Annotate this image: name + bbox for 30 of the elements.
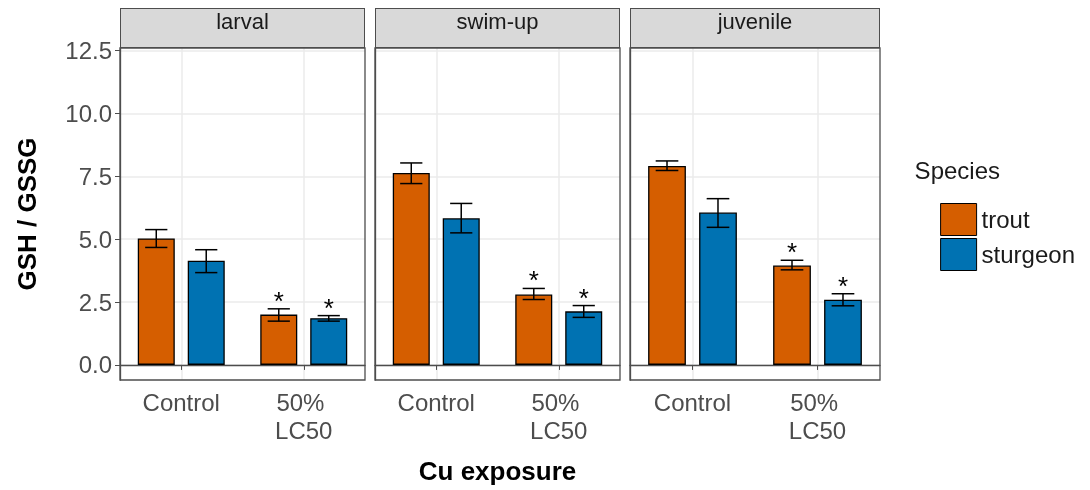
x-tick-label: 50% LC50 [275,388,333,444]
annotation: * [786,237,798,268]
annotation: * [528,265,539,296]
y-tick-label: 0.0 [78,351,112,379]
x-tick-label: Control [397,388,475,416]
chart-title: swim-up [375,8,620,48]
annotation: * [837,270,849,301]
annotation: * [578,282,589,313]
y-tick-label: 10.0 [65,99,112,127]
annotation: * [273,285,284,316]
y-tick-label: 2.5 [78,288,112,316]
chart-title: larval [120,8,365,48]
x-tick-label: Control [142,388,220,416]
y-tick-label: 5.0 [78,225,112,253]
y-tick-label: 7.5 [78,162,112,190]
bar [648,165,686,365]
legend-label: trout [981,206,1030,233]
annotation: * [323,292,334,323]
legend-label: sturgeon [981,241,1076,268]
y-tick-label: 12.5 [65,37,112,65]
x-tick-label: Control [653,388,732,416]
x-tick-label: 50% LC50 [788,388,847,444]
chart-title: juvenile [630,8,880,48]
legend-title: Species [914,156,1001,184]
bar [773,265,811,365]
x-axis-title: Cu exposure [418,456,577,486]
bar [310,318,348,365]
bar [260,314,298,365]
x-tick-label: 50% LC50 [530,388,588,444]
y-axis-title: GSH / GSSG [12,137,42,291]
